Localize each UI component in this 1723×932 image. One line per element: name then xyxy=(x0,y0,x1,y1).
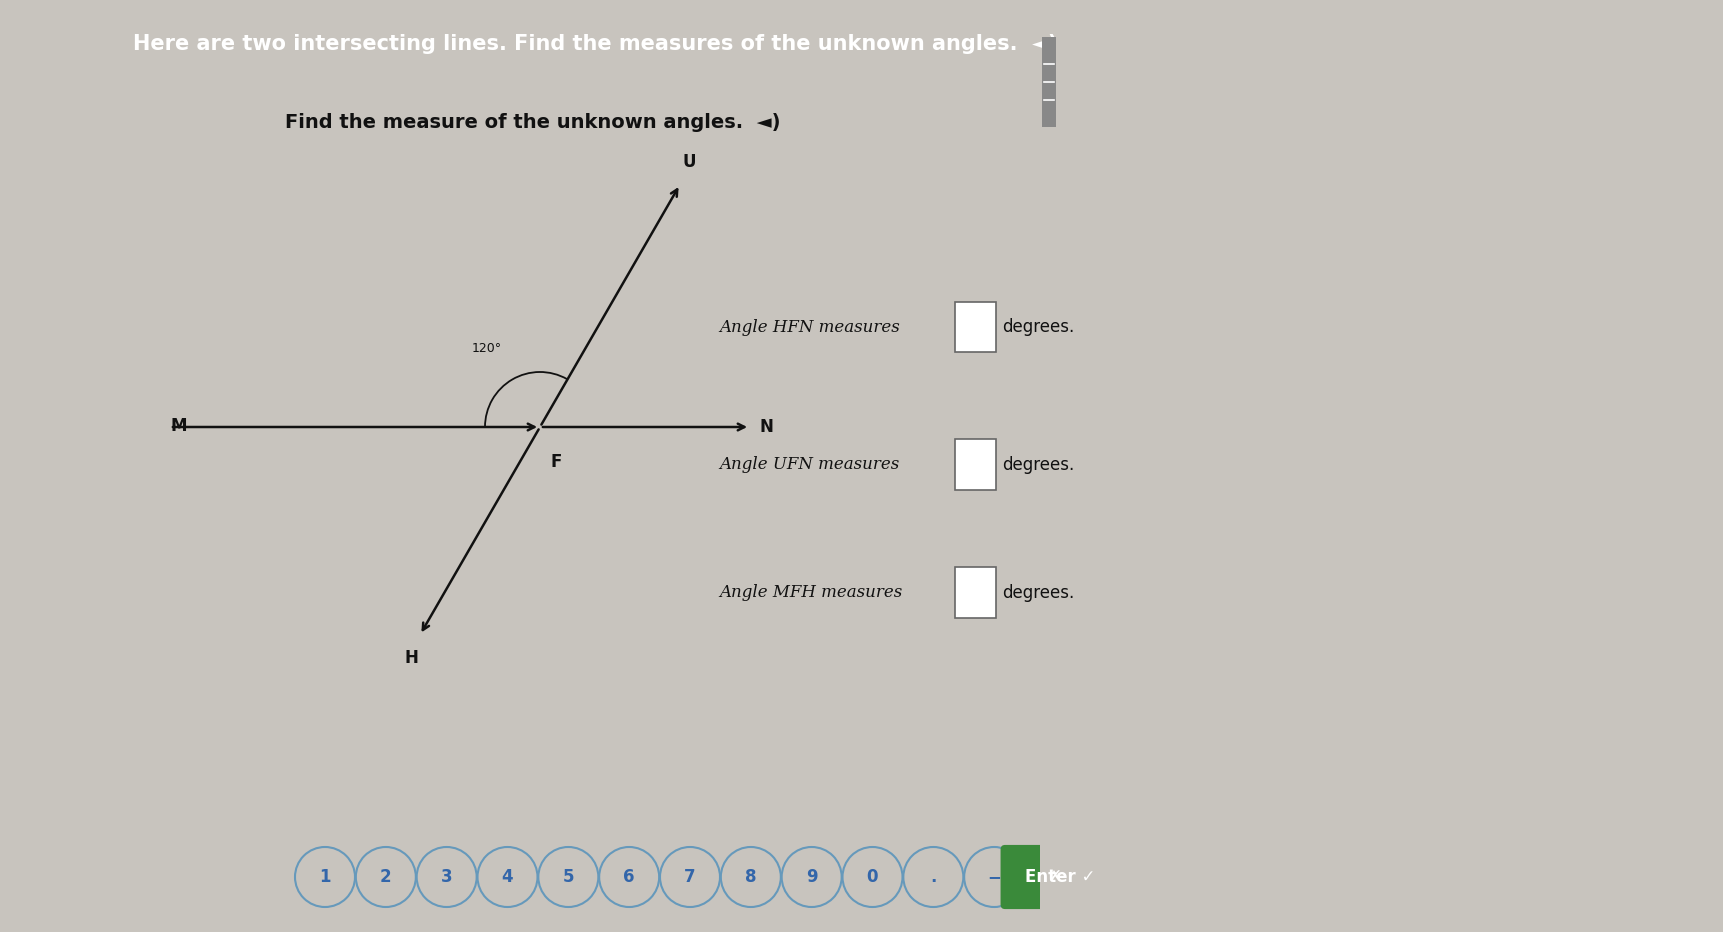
Text: M: M xyxy=(171,418,188,435)
Text: 3: 3 xyxy=(441,868,453,886)
Text: Here are two intersecting lines. Find the measures of the unknown angles.  ◄): Here are two intersecting lines. Find th… xyxy=(133,34,1058,54)
Text: 4: 4 xyxy=(501,868,513,886)
Text: ✗: ✗ xyxy=(1049,870,1061,884)
Text: 9: 9 xyxy=(806,868,817,886)
Text: 7: 7 xyxy=(684,868,696,886)
Text: 0: 0 xyxy=(867,868,879,886)
FancyBboxPatch shape xyxy=(1001,845,1120,909)
Text: 2: 2 xyxy=(381,868,391,886)
Text: Find the measure of the unknown angles.  ◄): Find the measure of the unknown angles. … xyxy=(284,113,781,131)
FancyBboxPatch shape xyxy=(956,439,996,489)
FancyBboxPatch shape xyxy=(1042,37,1056,127)
Text: .: . xyxy=(930,868,937,886)
Text: F: F xyxy=(550,453,562,471)
Text: degrees.: degrees. xyxy=(1003,583,1075,601)
FancyBboxPatch shape xyxy=(956,302,996,352)
Text: degrees.: degrees. xyxy=(1003,456,1075,473)
Text: 6: 6 xyxy=(624,868,634,886)
Text: N: N xyxy=(760,418,774,436)
Text: Enter ✓: Enter ✓ xyxy=(1025,868,1096,886)
Text: U: U xyxy=(682,153,696,171)
Text: Angle UFN measures: Angle UFN measures xyxy=(720,456,899,473)
Text: 8: 8 xyxy=(744,868,756,886)
Text: degrees.: degrees. xyxy=(1003,318,1075,336)
Text: 1: 1 xyxy=(319,868,331,886)
FancyBboxPatch shape xyxy=(956,568,996,618)
Text: Angle MFH measures: Angle MFH measures xyxy=(720,584,903,601)
Text: 5: 5 xyxy=(563,868,574,886)
Text: −: − xyxy=(987,868,1001,886)
Text: 120°: 120° xyxy=(472,342,503,354)
Text: H: H xyxy=(405,649,419,666)
Text: Angle HFN measures: Angle HFN measures xyxy=(720,319,901,336)
Ellipse shape xyxy=(1025,847,1085,907)
